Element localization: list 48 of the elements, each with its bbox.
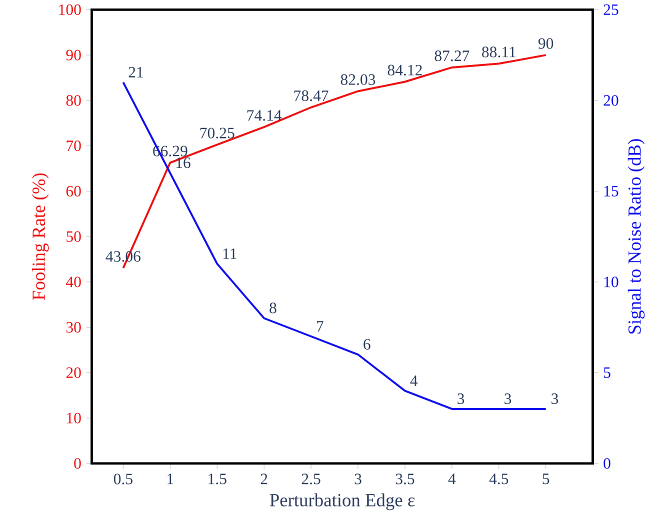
data-label: 4 (410, 375, 418, 386)
y-tick-label: 20 (66, 367, 81, 378)
data-label: 11 (223, 248, 236, 259)
y2-tick-label: 5 (604, 367, 610, 378)
y2-tick-label: 20 (604, 94, 618, 106)
data-label: 6 (364, 338, 370, 350)
y-tick-label: 90 (66, 50, 81, 60)
y2-tick-label: 0 (604, 458, 610, 469)
y-tick-label: 50 (66, 231, 81, 242)
data-label: 7 (317, 320, 324, 332)
x-tick-label: 3.5 (396, 473, 414, 484)
x-tick-label: 4.5 (489, 473, 508, 484)
data-label: 84.12 (388, 64, 422, 76)
y-tick-label: 0 (74, 458, 81, 469)
y-tick-label: 40 (66, 276, 81, 288)
data-label: 87.27 (434, 50, 470, 61)
y-tick-label: 60 (66, 186, 81, 196)
y-tick-label: 100 (59, 4, 81, 15)
data-label: 82.03 (340, 74, 376, 85)
x-tick-label: 1 (168, 473, 174, 484)
data-label: 88.11 (482, 46, 516, 58)
data-label: 70.25 (200, 127, 234, 138)
x-tick-label: 5 (542, 473, 550, 484)
y-tick-label: 30 (66, 322, 81, 332)
x-tick-label: 1.5 (208, 473, 226, 484)
y-axis-title: Fooling Rate (%) (32, 173, 49, 300)
x-tick-label: 3 (354, 473, 362, 484)
data-label: 3 (504, 393, 512, 404)
y2-axis-title: Signal to Noise Ratio (dB) (628, 138, 645, 334)
x-axis-title: Perturbation Edge ε (270, 493, 415, 510)
x-tick-label: 2.5 (302, 473, 320, 484)
x-tick-label: 0.5 (114, 473, 132, 484)
y2-tick-label: 10 (604, 276, 618, 288)
y-tick-label: 80 (66, 94, 81, 106)
data-label: 90 (538, 38, 554, 49)
data-label: 74.14 (247, 110, 282, 121)
data-label: 3 (458, 393, 464, 404)
data-label: 78.47 (294, 90, 328, 101)
data-label: 16 (176, 157, 190, 168)
y-tick-label: 70 (66, 140, 81, 151)
data-label: 3 (552, 393, 558, 404)
data-label: 21 (128, 66, 143, 78)
y2-tick-label: 15 (604, 186, 618, 196)
y2-tick-label: 25 (604, 4, 618, 15)
y-tick-label: 10 (67, 412, 81, 424)
x-tick-label: 4 (448, 473, 456, 484)
data-label: 8 (270, 302, 276, 314)
x-tick-label: 2 (260, 473, 268, 484)
